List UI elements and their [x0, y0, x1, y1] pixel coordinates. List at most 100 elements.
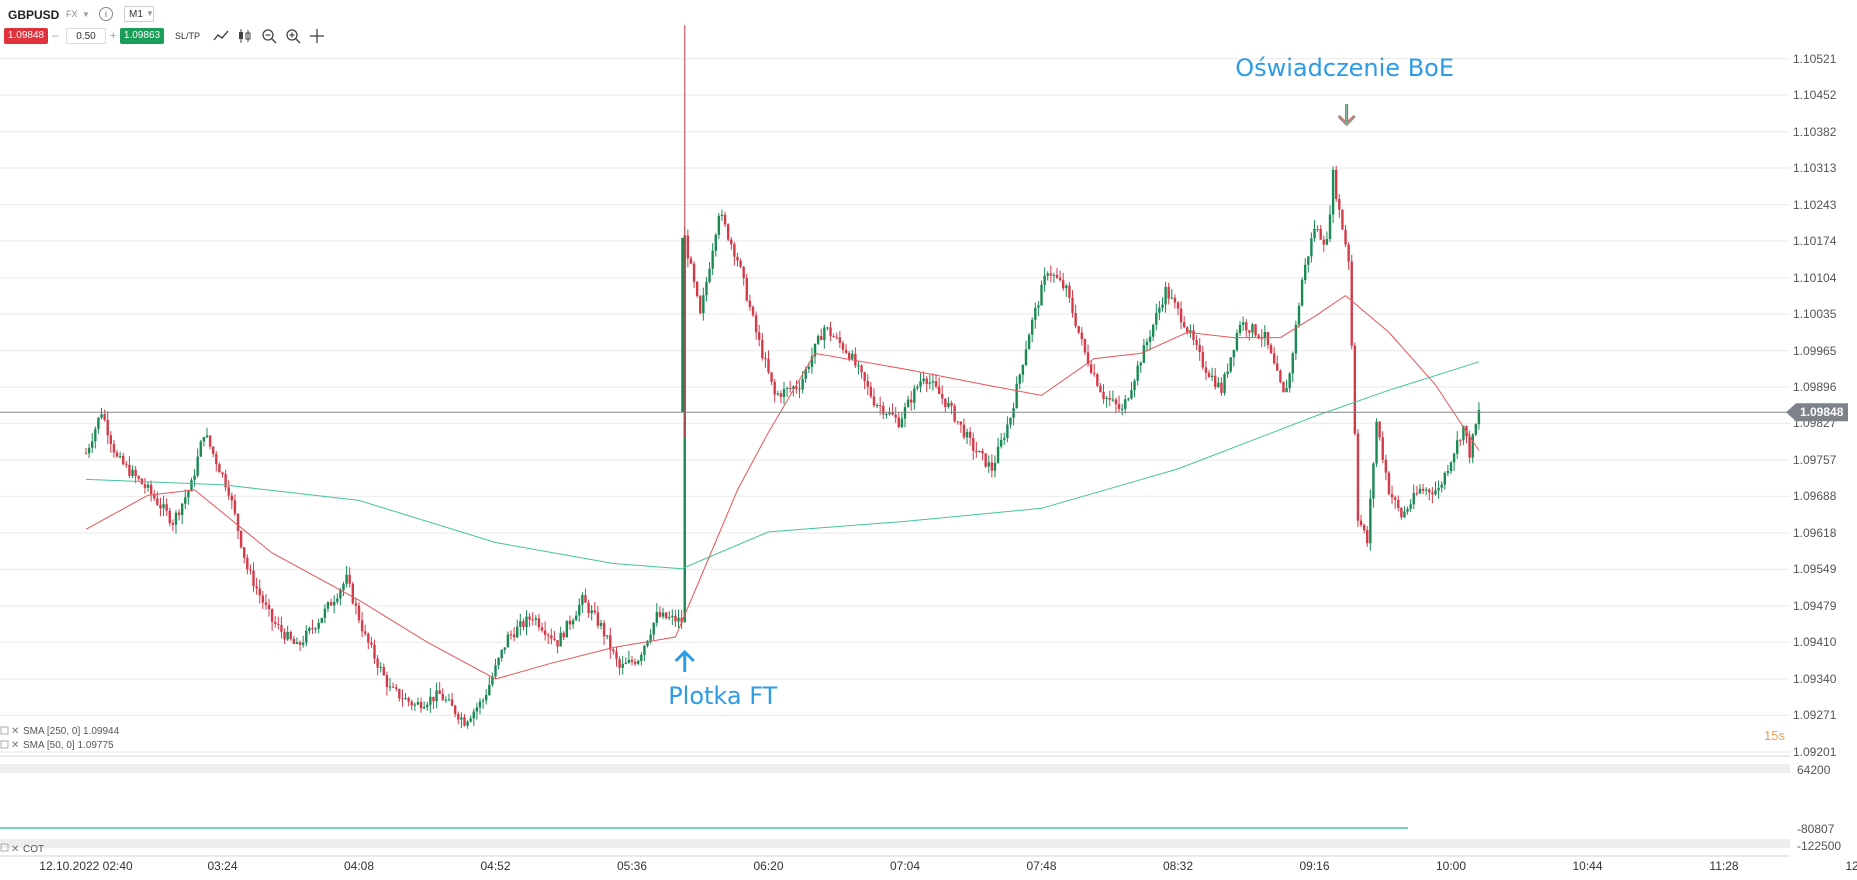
- candle-body: [689, 258, 693, 264]
- candle-body: [1207, 372, 1211, 378]
- candle-body: [1375, 421, 1378, 464]
- symbol-label[interactable]: GBPUSD: [8, 8, 60, 22]
- candle-body: [578, 604, 581, 616]
- candle-body: [103, 414, 106, 420]
- candle-body: [1151, 324, 1155, 337]
- volume-input[interactable]: 0.50: [66, 28, 106, 44]
- timeframe-caret-icon[interactable]: ▼: [146, 9, 154, 18]
- candle-body: [1245, 322, 1248, 331]
- candle-body: [736, 256, 739, 261]
- candle-body: [354, 603, 358, 606]
- candle-body: [801, 378, 804, 390]
- candle-body: [1145, 341, 1149, 346]
- candle-body: [903, 407, 907, 419]
- candle-body: [916, 386, 919, 389]
- candle-body: [528, 616, 531, 620]
- price-tick-label: 1.09549: [1793, 562, 1837, 576]
- candle-body: [1279, 370, 1282, 382]
- candle-body: [1428, 489, 1431, 493]
- candle-body: [562, 632, 565, 638]
- candle-body: [745, 277, 748, 301]
- candle-body: [255, 586, 258, 589]
- candle-body: [432, 696, 435, 702]
- candle-body: [332, 601, 336, 606]
- candle-body: [97, 417, 100, 429]
- candle-body: [1099, 385, 1102, 392]
- price-tick-label: 1.10104: [1793, 271, 1837, 285]
- candle-body: [863, 372, 866, 381]
- candle-body: [987, 462, 990, 467]
- candle-body: [804, 369, 807, 379]
- candle-body: [584, 595, 587, 603]
- candle-body: [137, 476, 140, 479]
- candle-body: [621, 663, 624, 668]
- zoom-in-icon[interactable]: [284, 27, 302, 45]
- candle-body: [1015, 383, 1018, 409]
- candle-body: [1164, 286, 1167, 305]
- candle-body: [1282, 381, 1285, 393]
- crosshair-icon[interactable]: [308, 27, 326, 45]
- candle-body: [1443, 473, 1446, 485]
- candle-body: [782, 389, 786, 397]
- candle-body: [1093, 372, 1096, 375]
- candle-body: [258, 588, 261, 596]
- candle-body: [711, 250, 714, 269]
- candle-body: [630, 659, 634, 662]
- candle-body: [193, 475, 196, 481]
- time-tick-label: 10:00: [1436, 859, 1466, 873]
- candle-body: [326, 602, 330, 609]
- candle-body: [100, 414, 103, 418]
- candle-body: [1412, 493, 1415, 505]
- candle-body: [1387, 472, 1391, 495]
- sell-button[interactable]: 1.09848: [4, 28, 48, 44]
- candle-body: [292, 638, 296, 644]
- market-label[interactable]: FX: [66, 9, 78, 19]
- candle-body: [422, 707, 426, 709]
- sltp-button[interactable]: SL/TP: [175, 31, 201, 41]
- candle-body: [888, 411, 891, 415]
- candle-body: [841, 343, 845, 350]
- candle-body: [860, 365, 863, 373]
- info-icon[interactable]: i: [99, 7, 113, 21]
- candles-icon[interactable]: [236, 27, 254, 45]
- candle-body: [816, 336, 820, 344]
- candle-body: [959, 421, 963, 425]
- candle-body: [1452, 453, 1456, 463]
- candle-body: [1459, 440, 1462, 442]
- candle-body: [1083, 339, 1087, 353]
- candle-body: [1003, 437, 1006, 440]
- volume-increase-button[interactable]: +: [110, 30, 117, 42]
- market-caret-icon[interactable]: ▼: [82, 10, 90, 19]
- time-tick-label: 05:36: [617, 859, 647, 873]
- zoom-out-icon[interactable]: [260, 27, 278, 45]
- buy-button[interactable]: 1.09863: [120, 28, 164, 44]
- candle-body: [1086, 352, 1090, 365]
- candle-body: [404, 698, 407, 700]
- candle-body: [730, 239, 733, 245]
- candle-body: [1418, 488, 1422, 494]
- price-tick-label: 1.10035: [1793, 307, 1837, 321]
- candle-body: [261, 595, 265, 603]
- candle-body: [118, 455, 122, 457]
- candle-body: [1393, 497, 1397, 500]
- candle-body: [1186, 327, 1189, 333]
- candle-body: [509, 634, 513, 636]
- candle-body: [168, 510, 171, 524]
- candle-body: [1238, 324, 1242, 334]
- candle-body: [196, 456, 199, 476]
- candle-body: [978, 450, 981, 453]
- time-tick-label: 04:08: [344, 859, 374, 873]
- line-chart-icon[interactable]: [212, 27, 230, 45]
- candle-body: [1297, 305, 1301, 325]
- candle-body: [1362, 524, 1366, 531]
- candle-body: [1285, 388, 1288, 393]
- candle-body: [1058, 278, 1062, 281]
- timeframe-select[interactable]: M1: [124, 6, 154, 22]
- candle-body: [391, 686, 395, 688]
- candle-body: [1111, 399, 1115, 401]
- candle-body: [1179, 308, 1183, 323]
- volume-decrease-button[interactable]: –: [52, 30, 59, 42]
- candle-body: [125, 464, 128, 466]
- candle-body: [475, 707, 479, 712]
